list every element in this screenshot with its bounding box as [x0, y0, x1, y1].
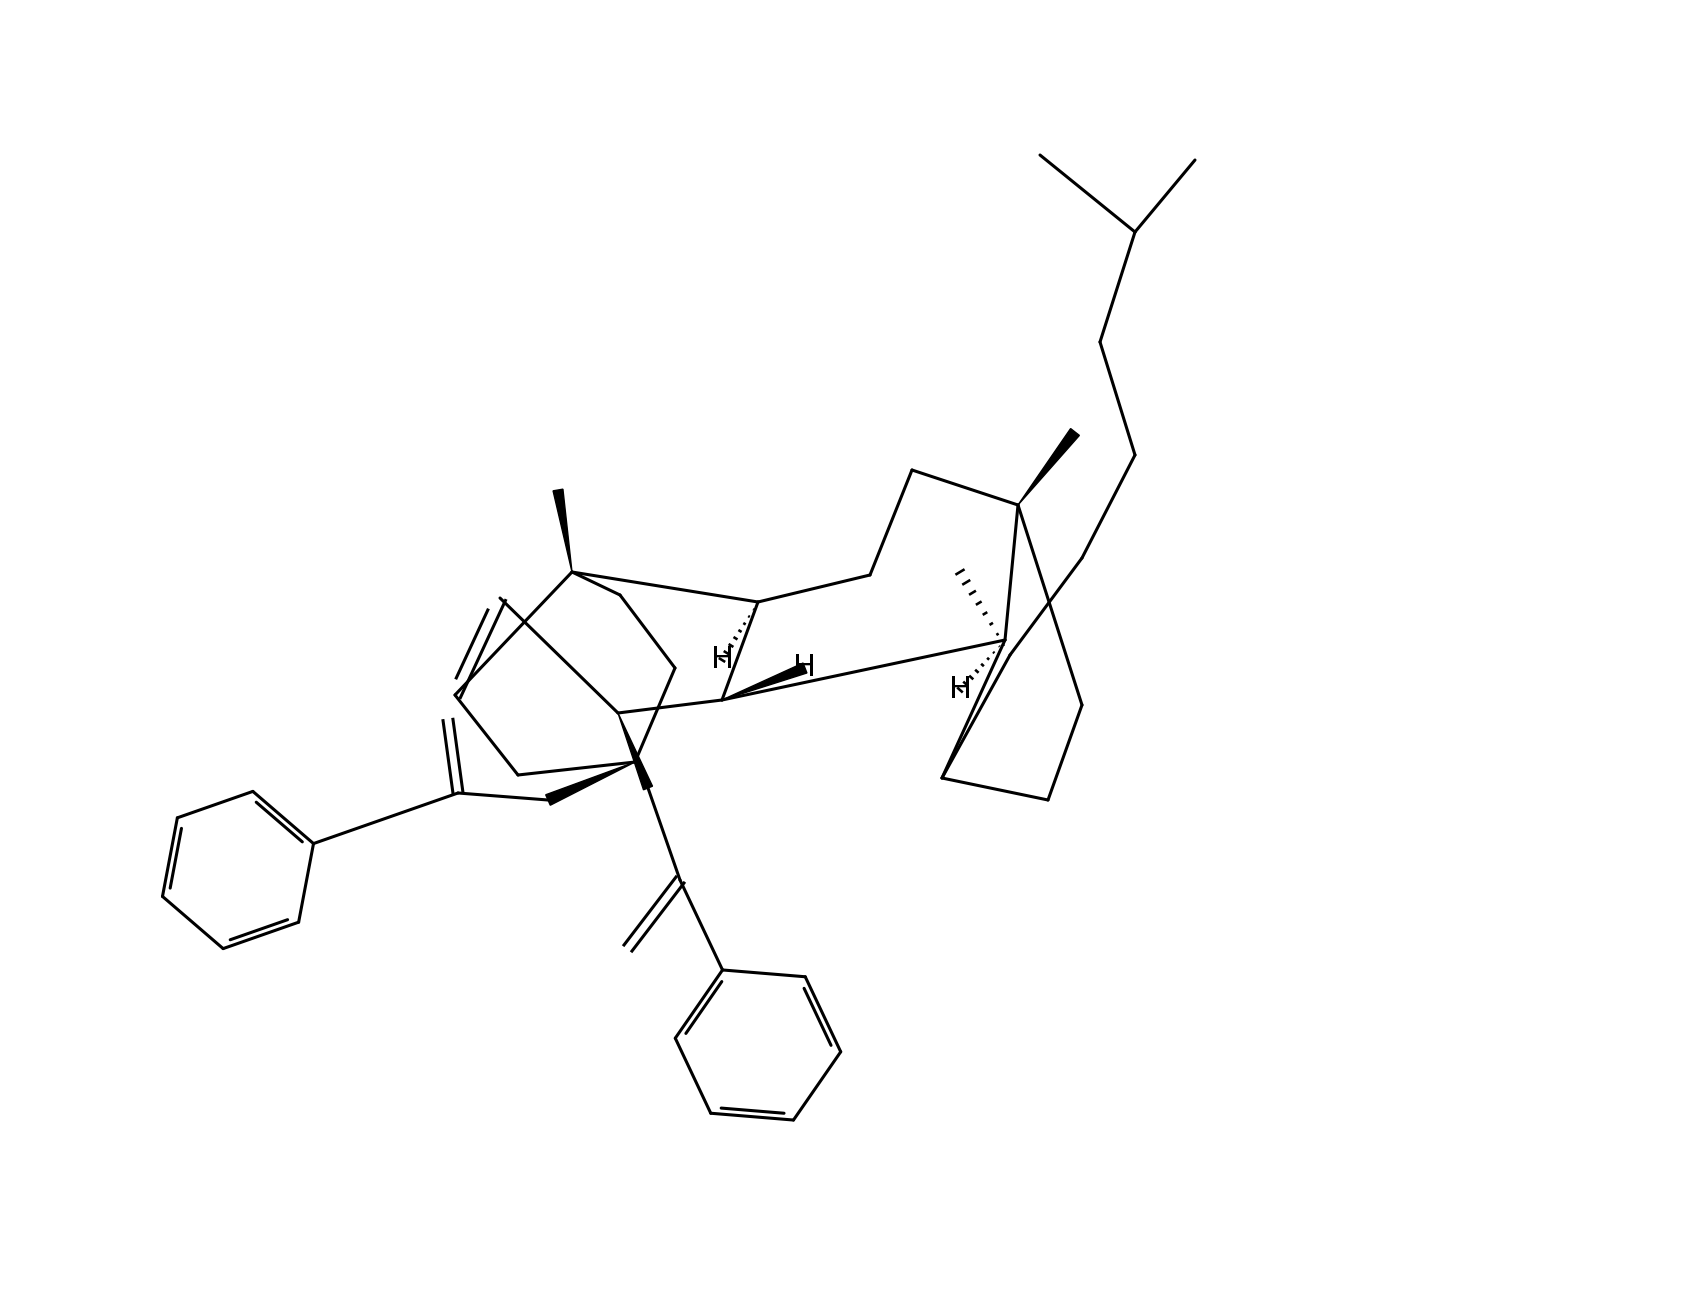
- Polygon shape: [722, 663, 808, 700]
- Polygon shape: [1017, 428, 1079, 504]
- Text: H: H: [949, 676, 971, 705]
- Polygon shape: [554, 489, 573, 572]
- Text: H: H: [711, 646, 733, 675]
- Text: H: H: [794, 654, 816, 683]
- Polygon shape: [619, 713, 653, 790]
- Polygon shape: [545, 762, 636, 806]
